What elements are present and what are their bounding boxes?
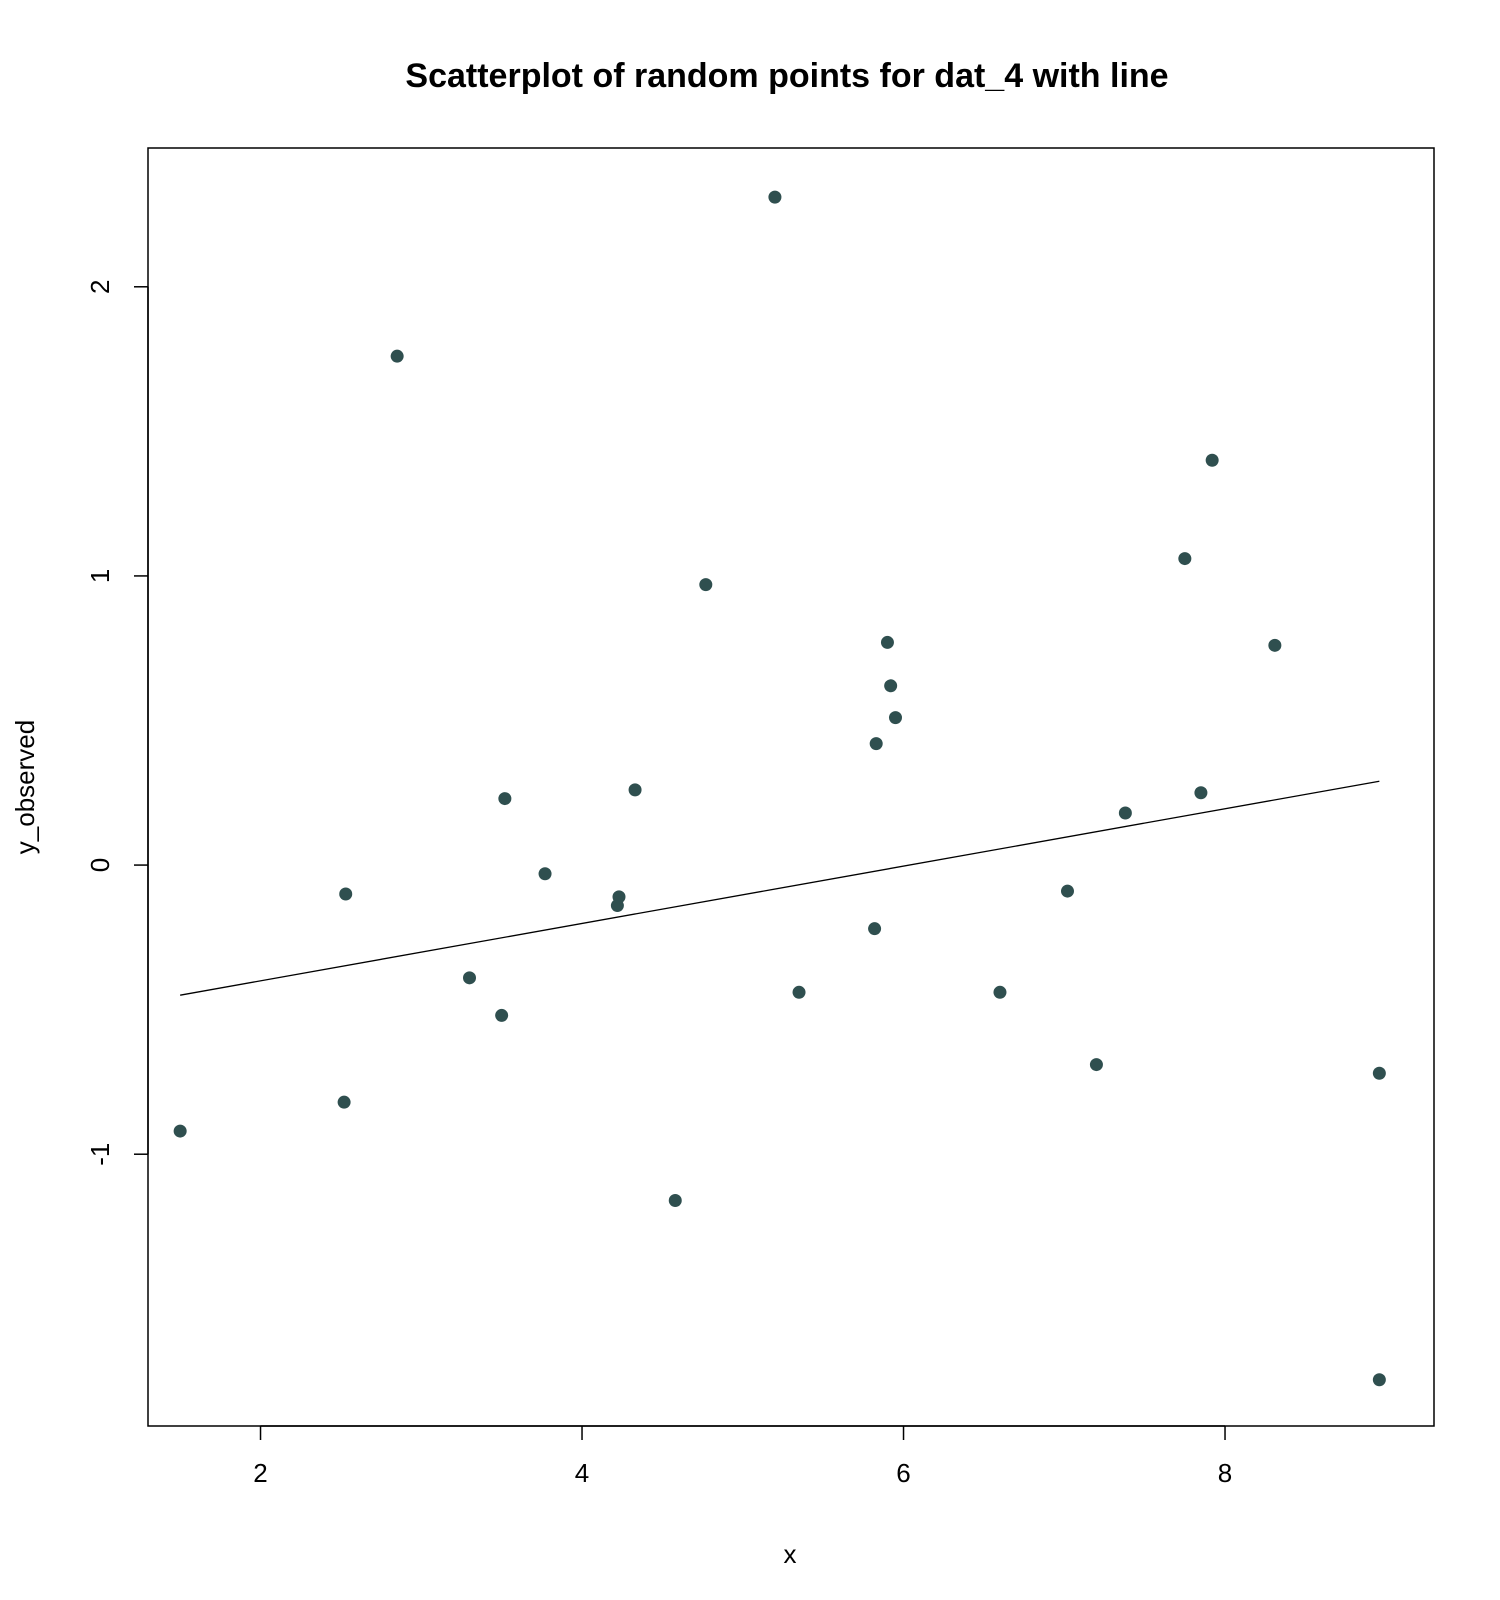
x-tick-label: 8 [1218, 1458, 1232, 1488]
data-point [993, 985, 1007, 999]
data-point [612, 890, 626, 904]
data-point [1372, 1373, 1386, 1387]
chart-title: Scatterplot of random points for dat_4 w… [405, 57, 1168, 95]
plot-marks [173, 190, 1386, 1387]
y-tick-label: 0 [85, 858, 115, 872]
y-axis-label: y_observed [10, 720, 40, 854]
x-axis: 2 4 6 8 [253, 1425, 1232, 1488]
data-point [668, 1193, 682, 1207]
y-tick-label: -1 [85, 1143, 115, 1166]
data-point [1268, 638, 1282, 652]
data-point [1194, 786, 1208, 800]
y-axis: -1 0 1 2 [85, 280, 149, 1166]
x-axis-label: x [784, 1539, 797, 1569]
plot-frame [147, 147, 1435, 1427]
data-point [339, 887, 353, 901]
y-tick-label: 1 [85, 569, 115, 583]
data-point [1060, 884, 1074, 898]
data-point [498, 792, 512, 806]
data-point [768, 190, 782, 204]
data-point [1178, 552, 1192, 566]
data-point [1118, 806, 1132, 820]
data-point [463, 971, 476, 985]
data-point [888, 711, 902, 725]
data-point [869, 737, 883, 751]
data-point [390, 349, 404, 363]
data-point [495, 1008, 509, 1022]
data-point [884, 679, 898, 693]
data-point [880, 635, 894, 649]
data-point [699, 578, 713, 592]
data-point [1089, 1058, 1103, 1072]
data-point [1205, 453, 1219, 467]
data-point [792, 985, 806, 999]
data-point [538, 867, 552, 881]
x-tick-label: 4 [575, 1458, 589, 1488]
data-point [628, 783, 642, 797]
data-point [868, 922, 882, 936]
data-point [337, 1095, 351, 1109]
x-tick-label: 2 [253, 1458, 267, 1488]
y-tick-label: 2 [85, 280, 115, 294]
fit-line [180, 780, 1380, 996]
x-tick-label: 6 [896, 1458, 910, 1488]
data-point [173, 1124, 187, 1138]
data-point [1372, 1066, 1386, 1080]
